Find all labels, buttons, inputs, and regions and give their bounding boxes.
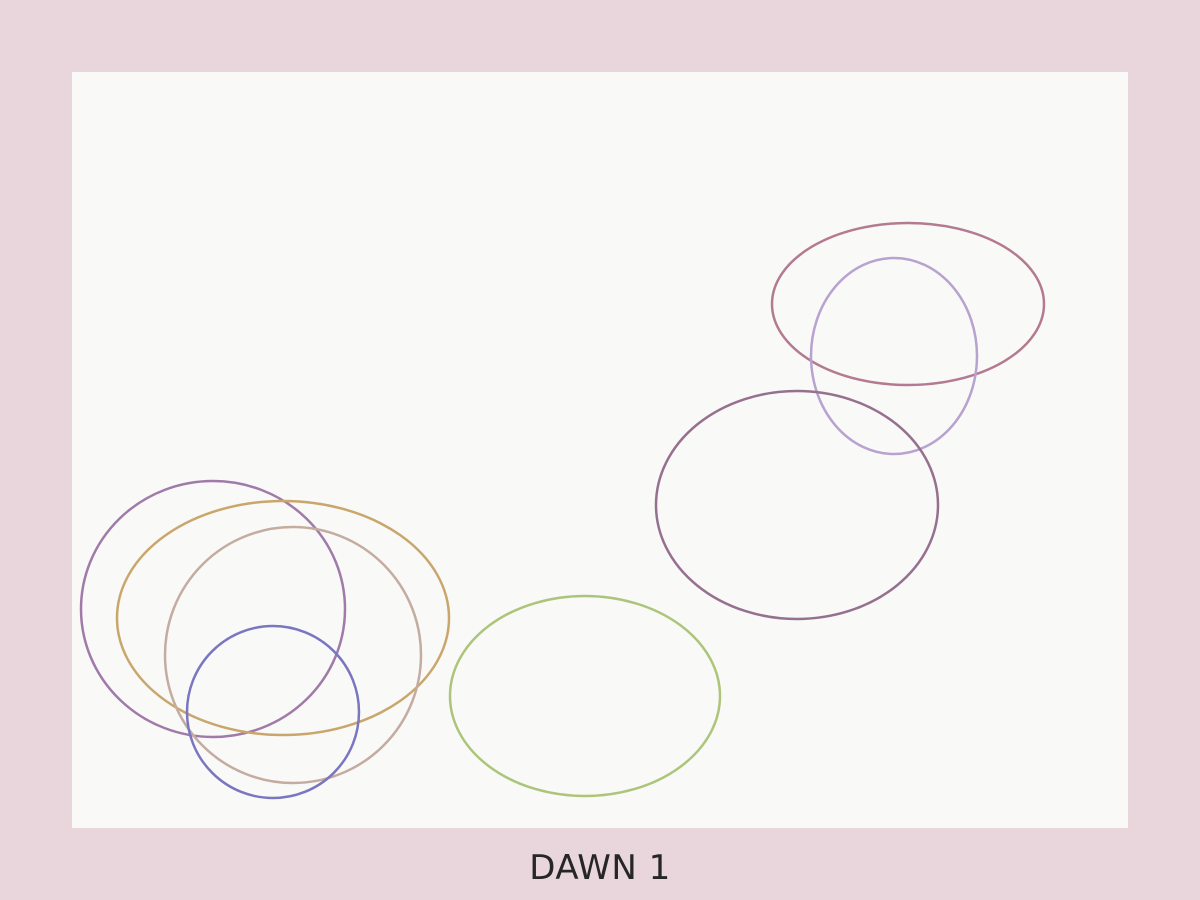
ellipse-lavender-top-right — [809, 256, 979, 456]
ellipse-blue-bottom-left — [185, 624, 361, 800]
ellipse-mauve-middle-right — [654, 389, 940, 621]
ellipse-drawing — [79, 221, 1046, 800]
ellipse-taupe-bottom-left — [163, 525, 423, 785]
ellipse-rose-top-right — [770, 221, 1046, 387]
drawing-canvas — [72, 72, 1128, 828]
ellipse-green-bottom-center — [448, 594, 722, 798]
ellipse-gold-bottom-left — [115, 499, 451, 737]
ellipse-purple-bottom-left — [79, 479, 347, 739]
caption-label: DAWN 1 — [529, 848, 671, 888]
